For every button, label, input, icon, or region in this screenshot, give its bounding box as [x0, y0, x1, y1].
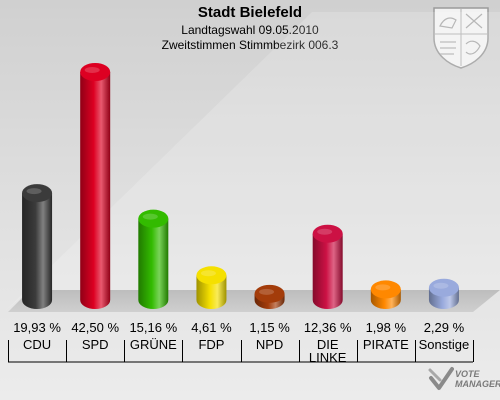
- category-label: GRÜNE: [130, 337, 177, 352]
- value-label: 1,98 %: [366, 320, 407, 335]
- value-label: 4,61 %: [191, 320, 232, 335]
- bar-top: [370, 280, 401, 299]
- bar-body: [22, 193, 53, 309]
- bar-fdp: [196, 266, 227, 309]
- bar-highlight: [26, 188, 42, 195]
- bar-highlight: [200, 270, 216, 277]
- bar-top: [22, 184, 53, 203]
- bar-body: [80, 72, 111, 309]
- bar-cdu: [22, 184, 53, 309]
- vote-manager-logo-icon: [428, 367, 454, 390]
- bar-top: [196, 266, 227, 285]
- bar-grüne: [138, 209, 169, 309]
- bar-body: [138, 218, 169, 309]
- category-label: LINKE: [309, 350, 347, 365]
- bar-highlight: [259, 288, 275, 295]
- bar-top: [80, 63, 111, 81]
- bar-top: [254, 284, 285, 303]
- chart-subtitle-election: Landtagswahl 09.05.2010: [181, 23, 319, 37]
- category-label: CDU: [23, 337, 51, 352]
- bar-highlight: [317, 228, 333, 235]
- bar-pirate: [370, 280, 401, 309]
- category-label: PIRATE: [363, 337, 409, 352]
- bar-spd: [80, 63, 111, 309]
- value-label: 15,16 %: [129, 320, 177, 335]
- value-label: 12,36 %: [304, 320, 352, 335]
- bar-highlight: [433, 282, 449, 289]
- category-label: Sonstige: [419, 337, 470, 352]
- bar-sonstige: [428, 278, 459, 309]
- bar-npd: [254, 284, 285, 309]
- bar-highlight: [84, 67, 100, 73]
- value-label: 1,15 %: [249, 320, 290, 335]
- bar-die-linke: [312, 224, 343, 309]
- bar-body: [312, 233, 343, 309]
- chart-title: Stadt Bielefeld: [197, 4, 303, 21]
- bar-body: [196, 275, 227, 309]
- category-label: SPD: [82, 337, 109, 352]
- value-label: 19,93 %: [13, 320, 61, 335]
- bar-top: [312, 224, 343, 243]
- coat-of-arms-icon: [433, 7, 489, 69]
- value-label: 2,29 %: [424, 320, 465, 335]
- category-label: NPD: [256, 337, 283, 352]
- bar-top: [428, 278, 459, 297]
- chart-back-wall: [4, 12, 500, 312]
- bar-highlight: [142, 213, 158, 220]
- bar-top: [138, 209, 169, 228]
- bar-highlight: [375, 284, 391, 291]
- value-label: 42,50 %: [71, 320, 119, 335]
- category-label: DIE: [317, 337, 339, 352]
- category-label: FDP: [198, 337, 224, 352]
- vote-manager-watermark: VOTE MANAGER: [455, 369, 500, 389]
- chart-subtitle-district: Zweitstimmen Stimmbezirk 006.3: [161, 38, 339, 52]
